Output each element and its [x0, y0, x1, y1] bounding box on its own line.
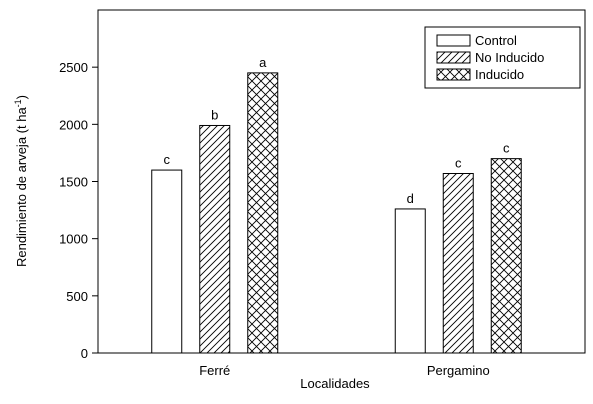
y-tick-label: 2500 [59, 60, 88, 75]
y-tick-label: 2000 [59, 117, 88, 132]
significance-letter: c [503, 141, 510, 156]
y-label-end: ) [14, 95, 29, 99]
y-tick-label: 0 [81, 346, 88, 361]
legend-swatch [436, 51, 471, 64]
significance-letter: b [211, 107, 218, 122]
y-tick-label: 1500 [59, 175, 88, 190]
y-tick-label: 1000 [59, 232, 88, 247]
x-axis-label: Localidades [300, 376, 370, 391]
significance-letter: c [455, 155, 462, 170]
y-label-main: Rendimiento de arveja (t ha [14, 107, 29, 267]
bar [442, 172, 474, 354]
bar [394, 208, 426, 354]
bar [151, 169, 183, 354]
significance-letter: c [164, 152, 171, 167]
y-tick-label: 500 [66, 289, 88, 304]
y-label-sup: -1 [13, 99, 23, 107]
significance-letter: a [259, 55, 267, 70]
x-tick-label: Pergamino [427, 363, 490, 378]
x-tick-label: Ferré [199, 363, 230, 378]
significance-letter: d [407, 191, 414, 206]
legend-swatch [436, 34, 471, 47]
legend-swatch [436, 68, 471, 81]
legend-label: Inducido [475, 67, 524, 82]
bar [199, 124, 231, 354]
legend-label: Control [475, 33, 517, 48]
bar [490, 158, 522, 354]
bar [247, 72, 279, 354]
y-axis-label: Rendimiento de arveja (t ha-1) [13, 95, 29, 267]
legend-label: No Inducido [475, 50, 544, 65]
